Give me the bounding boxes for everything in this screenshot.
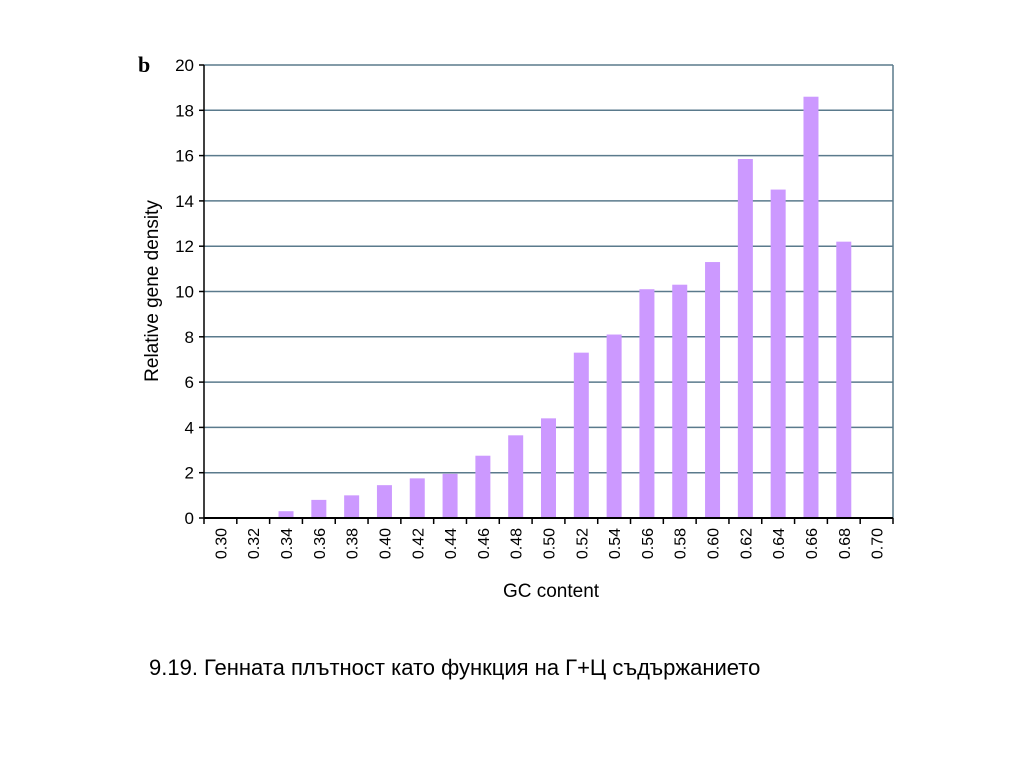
bar-0.44 <box>442 473 458 518</box>
x-tick-label: 0.46 <box>476 528 493 559</box>
bar-0.36 <box>311 499 327 518</box>
y-tick-label: 18 <box>175 101 194 120</box>
gridlines <box>204 64 893 519</box>
bar-0.54 <box>606 334 622 518</box>
y-tick-label: 20 <box>175 56 194 75</box>
bar-0.34 <box>278 511 294 518</box>
bar-0.66 <box>803 96 819 519</box>
y-tick-label: 0 <box>185 509 194 528</box>
bar-0.48 <box>508 435 524 518</box>
x-tick-label: 0.50 <box>542 528 559 559</box>
bar-0.42 <box>409 478 425 518</box>
chart: b 0 2 4 6 8 10 12 14 16 18 20 0.30 0.32 0.34 0.36 0.38… <box>138 52 894 602</box>
y-tick-label: 10 <box>175 283 194 302</box>
x-tick-label: 0.58 <box>673 528 690 559</box>
y-tick-label: 8 <box>185 328 194 347</box>
y-tick-label: 6 <box>185 373 194 392</box>
bar-0.68 <box>836 241 852 519</box>
x-tick-label: 0.56 <box>640 528 657 559</box>
x-tick-label: 0.34 <box>279 528 296 559</box>
x-tick-label: 0.66 <box>804 528 821 559</box>
bar-0.46 <box>475 455 491 518</box>
y-axis-label: Relative gene density <box>142 200 163 382</box>
x-tick-label: 0.64 <box>771 528 788 559</box>
x-tick-label: 0.40 <box>377 528 394 559</box>
x-tick-label: 0.70 <box>870 528 887 559</box>
bar-0.62 <box>737 158 753 518</box>
bar-0.64 <box>770 189 786 518</box>
y-tick-labels: 0 2 4 6 8 10 12 14 16 18 20 <box>175 56 194 528</box>
y-tick-label: 12 <box>175 237 194 256</box>
y-tick-label: 2 <box>185 464 194 483</box>
y-tick-label: 16 <box>175 147 194 166</box>
bar-0.52 <box>573 352 589 518</box>
x-tick-label: 0.48 <box>509 528 526 559</box>
bar-0.38 <box>344 495 360 518</box>
figure-caption: 9.19. Генната плътност като функция на Г… <box>149 655 761 680</box>
x-tick-label: 0.36 <box>312 528 329 559</box>
x-tick-label: 0.38 <box>345 528 362 559</box>
x-tick-label: 0.32 <box>246 528 263 559</box>
y-tick-label: 4 <box>185 418 194 437</box>
axes <box>199 64 894 524</box>
y-tick-label: 14 <box>175 192 194 211</box>
x-tick-label: 0.42 <box>410 528 427 559</box>
x-tick-labels: 0.30 0.32 0.34 0.36 0.38 0.40 0.42 0.44 0.46 0.48… <box>213 528 886 559</box>
x-tick-label: 0.68 <box>837 528 854 559</box>
bar-0.58 <box>672 284 688 518</box>
x-tick-label: 0.54 <box>607 528 624 559</box>
x-tick-label: 0.44 <box>443 528 460 559</box>
x-tick-label: 0.60 <box>706 528 723 559</box>
panel-label: b <box>138 52 150 77</box>
x-tick-label: 0.52 <box>574 528 591 559</box>
bar-0.40 <box>376 485 392 518</box>
x-axis-label: GC content <box>503 581 600 602</box>
bar-0.60 <box>705 262 721 518</box>
bar-0.50 <box>541 418 556 518</box>
bar-0.56 <box>639 289 655 518</box>
x-tick-label: 0.62 <box>738 528 755 559</box>
bars <box>278 96 852 519</box>
x-tick-label: 0.30 <box>213 528 230 559</box>
